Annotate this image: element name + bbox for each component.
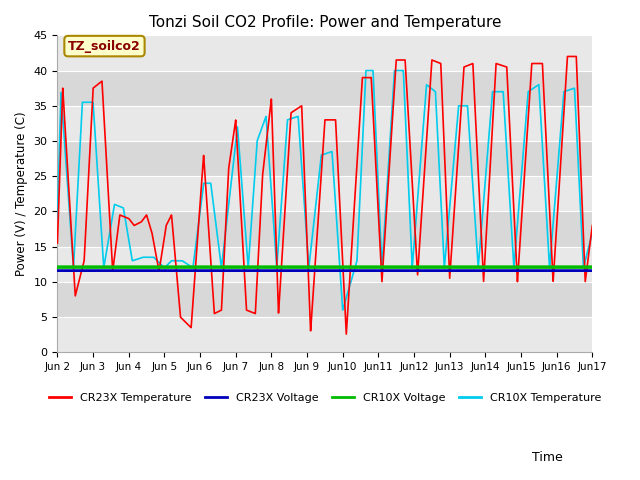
Text: TZ_soilco2: TZ_soilco2 bbox=[68, 39, 141, 53]
Bar bbox=[58, 141, 593, 176]
Text: Time: Time bbox=[532, 451, 563, 464]
Bar bbox=[58, 106, 593, 141]
Bar bbox=[58, 212, 593, 247]
Bar bbox=[58, 247, 593, 282]
Bar bbox=[58, 317, 593, 352]
Bar bbox=[58, 71, 593, 106]
Bar bbox=[58, 36, 593, 71]
Legend: CR23X Temperature, CR23X Voltage, CR10X Voltage, CR10X Temperature: CR23X Temperature, CR23X Voltage, CR10X … bbox=[44, 388, 605, 407]
Bar bbox=[58, 176, 593, 212]
Bar bbox=[58, 282, 593, 317]
Title: Tonzi Soil CO2 Profile: Power and Temperature: Tonzi Soil CO2 Profile: Power and Temper… bbox=[148, 15, 501, 30]
Y-axis label: Power (V) / Temperature (C): Power (V) / Temperature (C) bbox=[15, 111, 28, 276]
